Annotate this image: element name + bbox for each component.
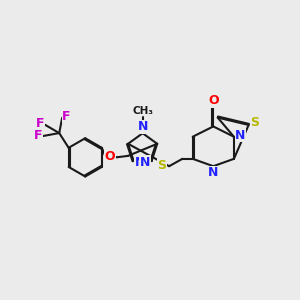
Text: F: F <box>34 129 42 142</box>
Text: S: S <box>157 159 166 172</box>
Text: CH₃: CH₃ <box>132 106 153 116</box>
Text: N: N <box>140 156 150 169</box>
Text: F: F <box>62 110 71 123</box>
Text: N: N <box>137 120 148 133</box>
Text: S: S <box>250 116 260 128</box>
Text: O: O <box>104 150 115 163</box>
Text: N: N <box>135 156 145 169</box>
Text: N: N <box>235 129 246 142</box>
Text: F: F <box>35 117 44 130</box>
Text: O: O <box>208 94 219 107</box>
Text: N: N <box>208 166 218 179</box>
